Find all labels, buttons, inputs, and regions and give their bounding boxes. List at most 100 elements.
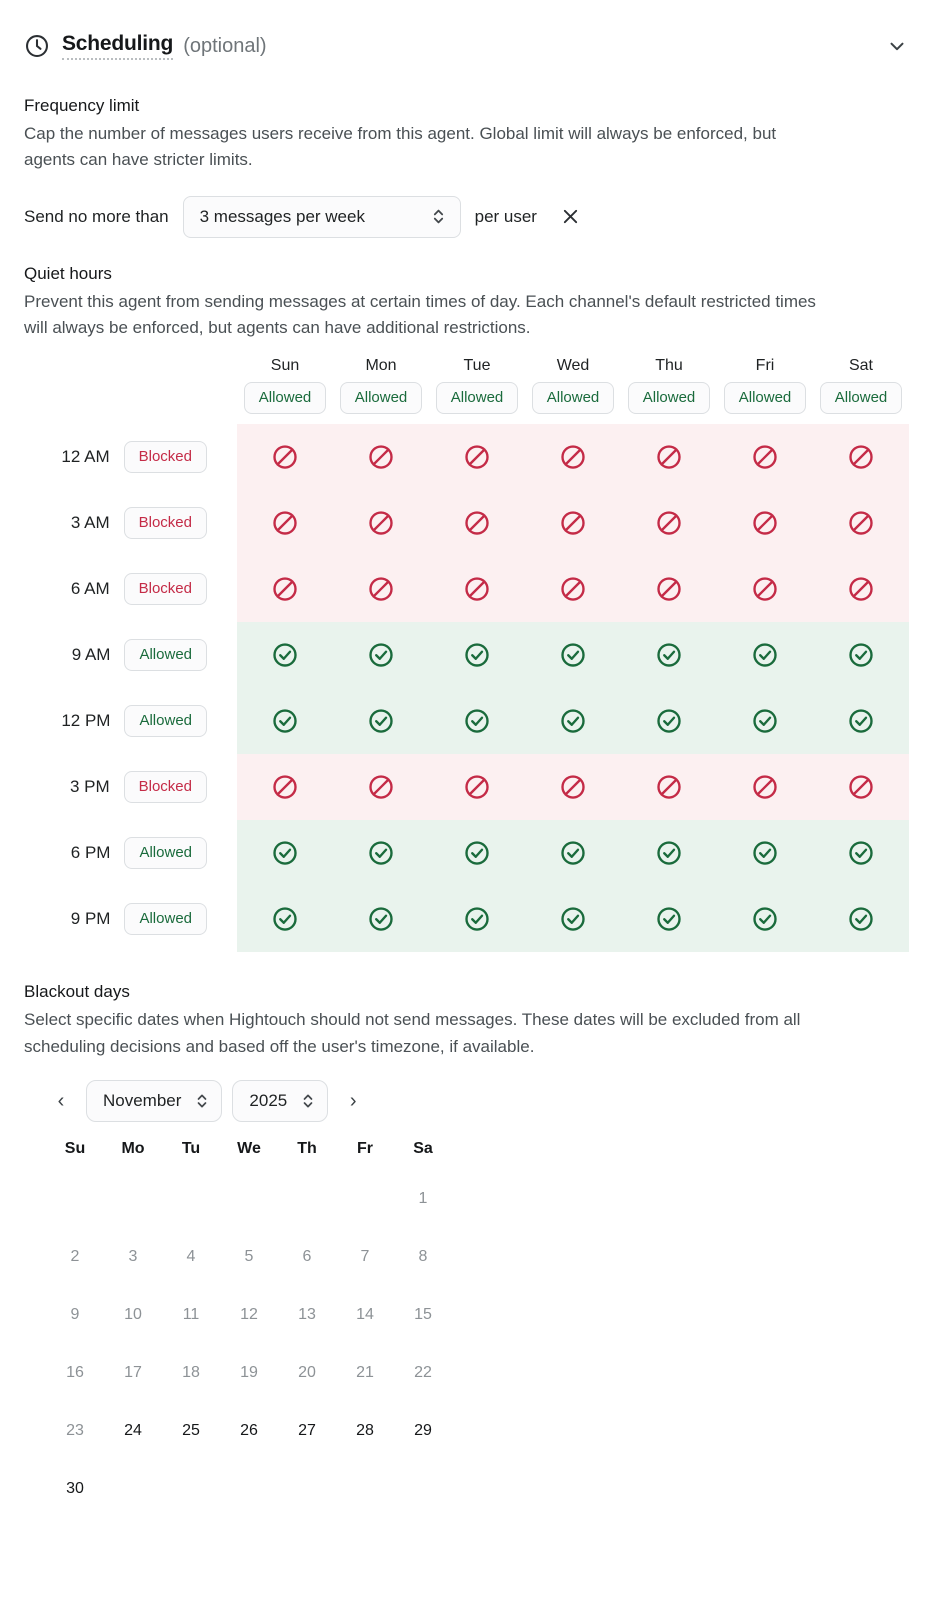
quiet-cell-sat-0[interactable] — [813, 424, 909, 491]
frequency-select[interactable]: 3 messages per week — [182, 195, 461, 238]
quiet-cell-mon-3[interactable] — [333, 622, 429, 689]
quiet-cell-thu-5[interactable] — [621, 754, 717, 821]
quiet-cell-tue-7[interactable] — [429, 886, 525, 953]
quiet-cell-thu-2[interactable] — [621, 556, 717, 623]
calendar-day[interactable]: 26 — [240, 1422, 258, 1440]
calendar-day[interactable]: 14 — [356, 1306, 374, 1324]
quiet-cell-wed-3[interactable] — [525, 622, 621, 689]
calendar-day[interactable]: 7 — [360, 1248, 370, 1266]
quiet-cell-wed-1[interactable] — [525, 490, 621, 557]
day-toggle-mon[interactable]: Allowed — [339, 382, 423, 415]
quiet-cell-mon-6[interactable] — [333, 820, 429, 887]
quiet-cell-mon-2[interactable] — [333, 556, 429, 623]
quiet-cell-fri-4[interactable] — [717, 688, 813, 755]
quiet-cell-tue-6[interactable] — [429, 820, 525, 887]
month-select[interactable]: November — [86, 1080, 223, 1123]
quiet-cell-thu-3[interactable] — [621, 622, 717, 689]
quiet-cell-tue-3[interactable] — [429, 622, 525, 689]
quiet-cell-fri-2[interactable] — [717, 556, 813, 623]
time-toggle-0[interactable]: Blocked — [123, 441, 207, 474]
day-toggle-sat[interactable]: Allowed — [819, 382, 903, 415]
quiet-cell-tue-2[interactable] — [429, 556, 525, 623]
quiet-cell-thu-1[interactable] — [621, 490, 717, 557]
quiet-cell-mon-0[interactable] — [333, 424, 429, 491]
quiet-cell-mon-5[interactable] — [333, 754, 429, 821]
calendar-day[interactable]: 24 — [124, 1422, 142, 1440]
day-toggle-fri[interactable]: Allowed — [723, 382, 807, 415]
calendar-day[interactable]: 11 — [182, 1306, 200, 1324]
quiet-cell-sat-6[interactable] — [813, 820, 909, 887]
calendar-day[interactable]: 21 — [356, 1364, 374, 1382]
calendar-day[interactable]: 3 — [128, 1248, 138, 1266]
quiet-cell-sat-5[interactable] — [813, 754, 909, 821]
quiet-cell-fri-0[interactable] — [717, 424, 813, 491]
quiet-cell-wed-0[interactable] — [525, 424, 621, 491]
quiet-cell-fri-6[interactable] — [717, 820, 813, 887]
day-toggle-thu[interactable]: Allowed — [627, 382, 711, 415]
clear-frequency-limit-button[interactable] — [557, 203, 585, 231]
quiet-cell-thu-0[interactable] — [621, 424, 717, 491]
calendar-day[interactable]: 1 — [418, 1190, 428, 1208]
quiet-cell-sun-4[interactable] — [237, 688, 333, 755]
quiet-cell-sun-0[interactable] — [237, 424, 333, 491]
quiet-cell-sat-7[interactable] — [813, 886, 909, 953]
time-toggle-5[interactable]: Blocked — [123, 771, 207, 804]
quiet-cell-sun-2[interactable] — [237, 556, 333, 623]
quiet-cell-sun-6[interactable] — [237, 820, 333, 887]
calendar-day[interactable]: 2 — [70, 1248, 80, 1266]
quiet-cell-sat-1[interactable] — [813, 490, 909, 557]
time-toggle-7[interactable]: Allowed — [124, 903, 207, 936]
day-toggle-wed[interactable]: Allowed — [531, 382, 615, 415]
quiet-cell-tue-0[interactable] — [429, 424, 525, 491]
calendar-day[interactable]: 17 — [124, 1364, 142, 1382]
calendar-day[interactable]: 10 — [124, 1306, 142, 1324]
quiet-cell-mon-1[interactable] — [333, 490, 429, 557]
quiet-cell-tue-5[interactable] — [429, 754, 525, 821]
time-toggle-3[interactable]: Allowed — [124, 639, 207, 672]
calendar-day[interactable]: 13 — [298, 1306, 316, 1324]
day-toggle-tue[interactable]: Allowed — [435, 382, 519, 415]
quiet-cell-tue-1[interactable] — [429, 490, 525, 557]
calendar-day[interactable]: 19 — [240, 1364, 258, 1382]
calendar-day[interactable]: 8 — [418, 1248, 428, 1266]
calendar-day[interactable]: 18 — [182, 1364, 200, 1382]
quiet-cell-fri-1[interactable] — [717, 490, 813, 557]
quiet-cell-wed-7[interactable] — [525, 886, 621, 953]
time-toggle-4[interactable]: Allowed — [124, 705, 207, 738]
quiet-cell-sun-3[interactable] — [237, 622, 333, 689]
collapse-section-button[interactable] — [882, 31, 912, 61]
calendar-day[interactable]: 22 — [414, 1364, 432, 1382]
next-month-button[interactable]: › — [338, 1084, 368, 1118]
quiet-cell-sat-3[interactable] — [813, 622, 909, 689]
quiet-cell-sat-2[interactable] — [813, 556, 909, 623]
year-select[interactable]: 2025 — [232, 1080, 329, 1123]
calendar-day[interactable]: 30 — [66, 1480, 84, 1498]
quiet-cell-sun-7[interactable] — [237, 886, 333, 953]
day-toggle-sun[interactable]: Allowed — [243, 382, 327, 415]
calendar-day[interactable]: 28 — [356, 1422, 374, 1440]
calendar-day[interactable]: 15 — [414, 1306, 432, 1324]
quiet-cell-mon-7[interactable] — [333, 886, 429, 953]
quiet-cell-sat-4[interactable] — [813, 688, 909, 755]
calendar-day[interactable]: 27 — [298, 1422, 316, 1440]
quiet-cell-wed-2[interactable] — [525, 556, 621, 623]
calendar-day[interactable]: 25 — [182, 1422, 200, 1440]
calendar-day[interactable]: 6 — [302, 1248, 312, 1266]
time-toggle-6[interactable]: Allowed — [124, 837, 207, 870]
calendar-day[interactable]: 29 — [414, 1422, 432, 1440]
quiet-cell-wed-6[interactable] — [525, 820, 621, 887]
calendar-day[interactable]: 9 — [70, 1306, 80, 1324]
calendar-day[interactable]: 12 — [240, 1306, 258, 1324]
prev-month-button[interactable]: ‹ — [46, 1084, 76, 1118]
quiet-cell-thu-4[interactable] — [621, 688, 717, 755]
quiet-cell-wed-5[interactable] — [525, 754, 621, 821]
calendar-day[interactable]: 20 — [298, 1364, 316, 1382]
calendar-day[interactable]: 4 — [186, 1248, 196, 1266]
quiet-cell-fri-5[interactable] — [717, 754, 813, 821]
calendar-day[interactable]: 23 — [66, 1422, 84, 1440]
calendar-day[interactable]: 5 — [244, 1248, 254, 1266]
quiet-cell-sun-1[interactable] — [237, 490, 333, 557]
time-toggle-2[interactable]: Blocked — [123, 573, 207, 606]
quiet-cell-fri-7[interactable] — [717, 886, 813, 953]
quiet-cell-thu-6[interactable] — [621, 820, 717, 887]
